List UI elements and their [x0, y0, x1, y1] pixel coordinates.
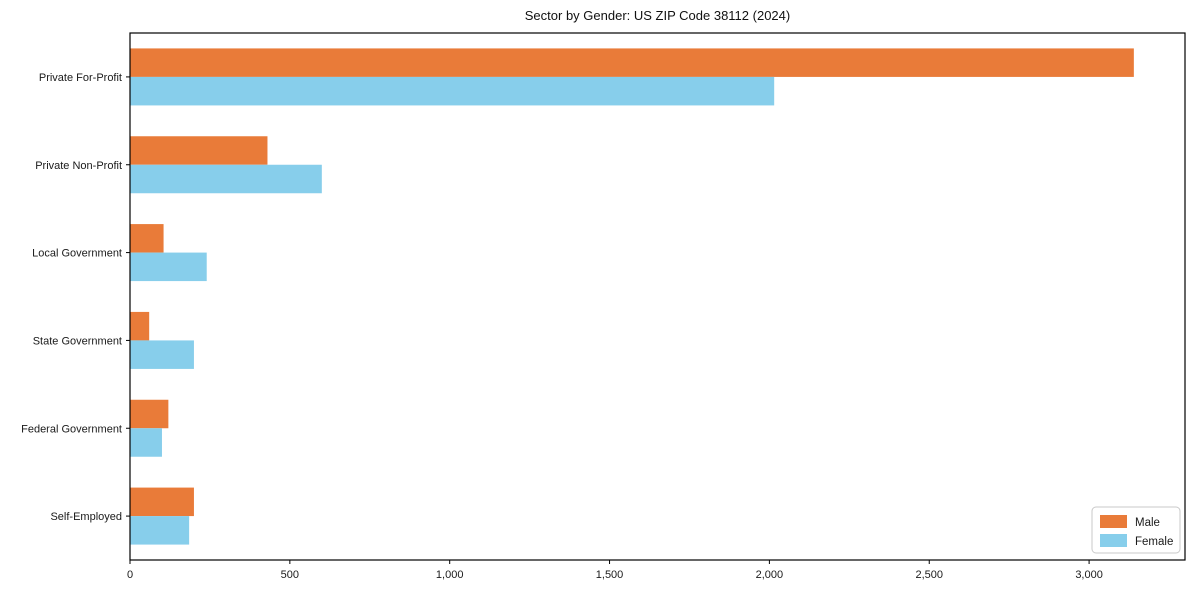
y-tick-label-private-for-profit: Private For-Profit: [39, 72, 122, 84]
legend-swatch-female: [1100, 534, 1127, 547]
bar-male-local-government: [130, 224, 164, 253]
y-tick-label-private-non-profit: Private Non-Profit: [35, 160, 122, 172]
bar-female-federal-government: [130, 428, 162, 457]
bar-male-private-non-profit: [130, 136, 268, 165]
legend-label-male: Male: [1135, 517, 1160, 529]
bar-female-private-non-profit: [130, 164, 322, 194]
bar-female-self-employed: [130, 516, 190, 545]
y-tick-label-state-government: State Government: [33, 335, 122, 347]
legend-label-female: Female: [1135, 536, 1173, 548]
x-tick-label: 2,500: [915, 569, 943, 581]
plot-frame: [129, 32, 1186, 561]
chart-title: Sector by Gender: US ZIP Code 38112 (202…: [524, 8, 791, 23]
bar-male-state-government: [130, 311, 150, 341]
bar-female-local-government: [130, 252, 207, 282]
legend-swatch-male: [1100, 515, 1127, 528]
x-tick-label: 500: [281, 569, 299, 581]
x-tick-label: 1,000: [436, 569, 464, 581]
bar-male-federal-government: [130, 399, 169, 429]
y-tick-label-federal-government: Federal Government: [21, 423, 122, 435]
bar-female-state-government: [130, 340, 194, 369]
x-tick-label: 3,000: [1075, 569, 1103, 581]
bar-male-self-employed: [130, 487, 194, 517]
x-tick-label: 1,500: [596, 569, 624, 581]
bar-female-private-for-profit: [130, 76, 775, 106]
y-tick-label-local-government: Local Government: [32, 248, 122, 260]
x-tick-label: 0: [127, 569, 133, 581]
x-tick-label: 2,000: [756, 569, 784, 581]
bar-male-private-for-profit: [130, 48, 1134, 77]
y-tick-label-self-employed: Self-Employed: [50, 511, 122, 523]
